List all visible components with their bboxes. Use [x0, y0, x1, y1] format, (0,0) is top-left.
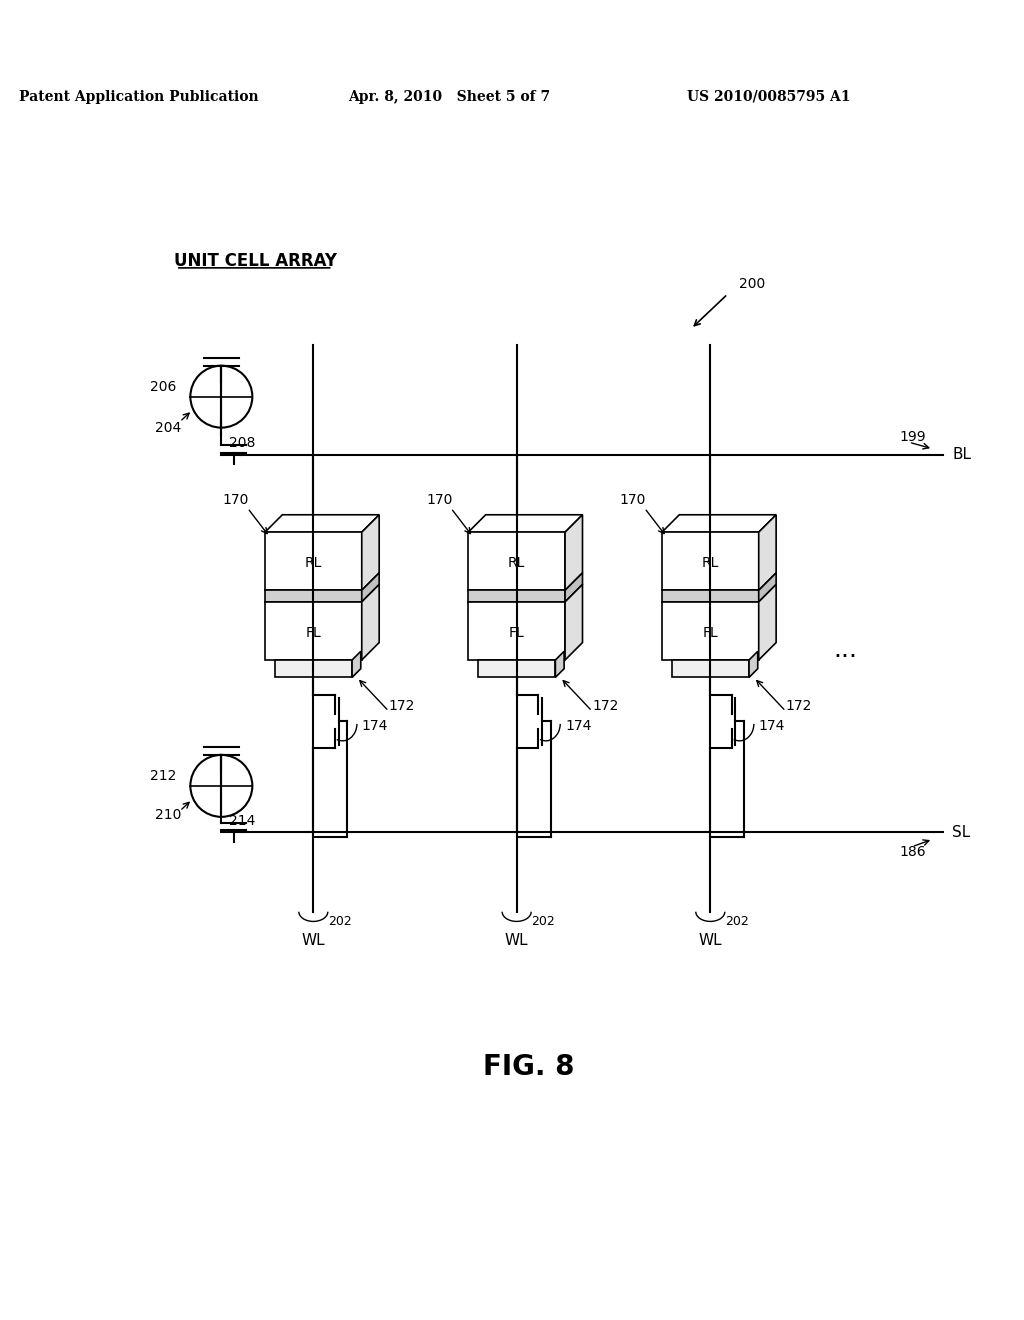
Text: FL: FL — [509, 626, 524, 640]
Polygon shape — [274, 660, 352, 677]
Text: 202: 202 — [531, 915, 555, 928]
Text: 174: 174 — [361, 719, 388, 733]
Polygon shape — [352, 651, 360, 677]
Text: Patent Application Publication: Patent Application Publication — [19, 90, 259, 103]
Polygon shape — [265, 590, 361, 602]
Text: 170: 170 — [620, 494, 646, 507]
Text: 186: 186 — [899, 845, 926, 859]
Polygon shape — [361, 515, 379, 590]
Text: 200: 200 — [739, 277, 766, 292]
Polygon shape — [468, 590, 565, 602]
Polygon shape — [265, 515, 379, 532]
Polygon shape — [759, 515, 776, 590]
Text: RL: RL — [701, 556, 719, 570]
Polygon shape — [662, 532, 759, 590]
Polygon shape — [468, 532, 565, 590]
Polygon shape — [555, 651, 564, 677]
Text: RL: RL — [508, 556, 525, 570]
Text: 170: 170 — [222, 494, 249, 507]
Text: UNIT CELL ARRAY: UNIT CELL ARRAY — [174, 252, 337, 271]
Polygon shape — [361, 585, 379, 660]
Text: WL: WL — [505, 933, 528, 948]
Text: 206: 206 — [151, 380, 176, 393]
Text: 208: 208 — [229, 436, 255, 450]
Polygon shape — [565, 515, 583, 590]
Polygon shape — [265, 602, 361, 660]
Text: 202: 202 — [328, 915, 351, 928]
Text: 172: 172 — [785, 700, 812, 714]
Polygon shape — [565, 585, 583, 660]
Text: 212: 212 — [151, 770, 176, 783]
Text: ...: ... — [834, 639, 858, 663]
Polygon shape — [759, 573, 776, 602]
Polygon shape — [662, 590, 759, 602]
Text: 214: 214 — [229, 813, 255, 828]
Text: SL: SL — [952, 825, 971, 840]
Text: Apr. 8, 2010   Sheet 5 of 7: Apr. 8, 2010 Sheet 5 of 7 — [348, 90, 550, 103]
Text: FL: FL — [702, 626, 718, 640]
Text: RL: RL — [305, 556, 322, 570]
Text: 202: 202 — [725, 915, 749, 928]
Polygon shape — [662, 515, 776, 532]
Polygon shape — [265, 532, 361, 590]
Text: 172: 172 — [592, 700, 618, 714]
Polygon shape — [759, 585, 776, 660]
Polygon shape — [478, 660, 555, 677]
Text: 172: 172 — [389, 700, 415, 714]
Text: 199: 199 — [899, 430, 926, 445]
Polygon shape — [468, 602, 565, 660]
Text: BL: BL — [952, 447, 972, 462]
Text: 204: 204 — [155, 421, 181, 434]
Text: 174: 174 — [565, 719, 592, 733]
Text: FIG. 8: FIG. 8 — [482, 1052, 574, 1081]
Text: WL: WL — [301, 933, 326, 948]
Polygon shape — [662, 602, 759, 660]
Text: US 2010/0085795 A1: US 2010/0085795 A1 — [687, 90, 850, 103]
Text: 210: 210 — [155, 808, 181, 822]
Polygon shape — [468, 515, 583, 532]
Text: WL: WL — [698, 933, 722, 948]
Polygon shape — [565, 573, 583, 602]
Text: 174: 174 — [759, 719, 785, 733]
Polygon shape — [361, 573, 379, 602]
Polygon shape — [672, 660, 749, 677]
Text: FL: FL — [305, 626, 322, 640]
Text: 170: 170 — [426, 494, 453, 507]
Polygon shape — [749, 651, 758, 677]
